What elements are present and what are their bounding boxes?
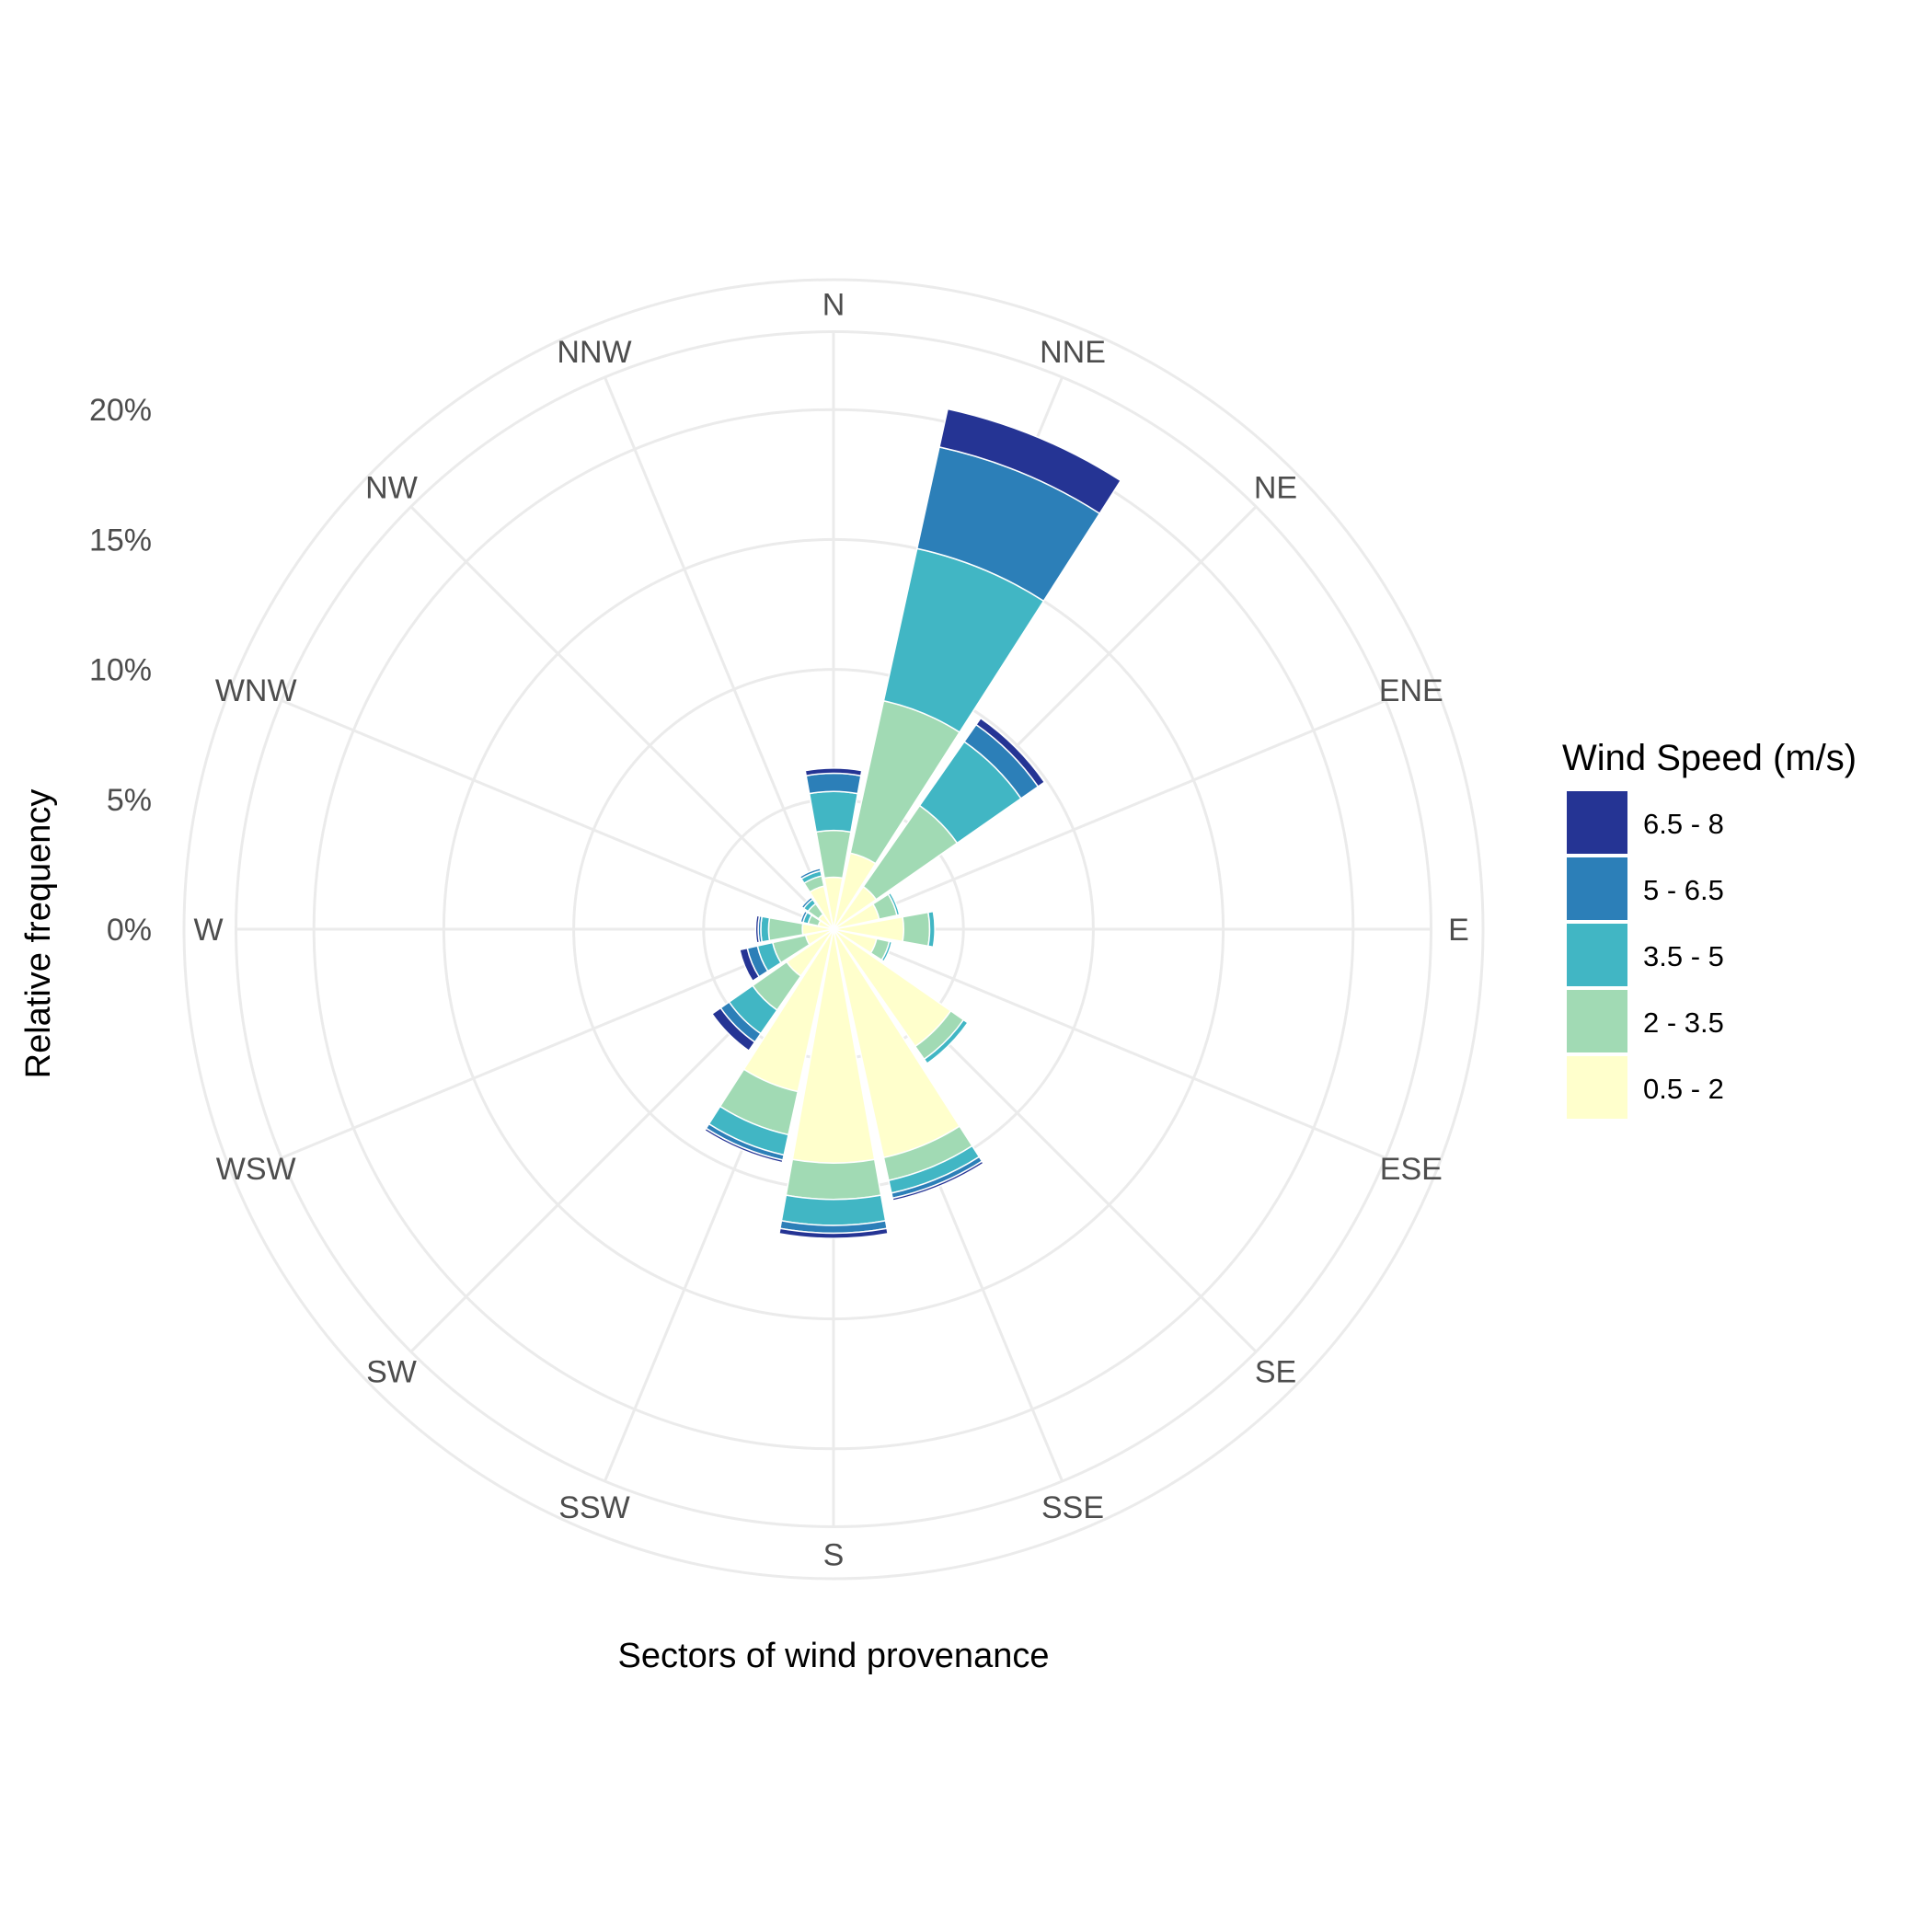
direction-label-nne: NNE <box>1040 335 1106 370</box>
bar-wsw-5 <box>739 947 761 983</box>
bar-s-2 <box>785 1158 882 1201</box>
direction-label-sw: SW <box>366 1355 417 1390</box>
bar-w-3 <box>760 915 771 943</box>
grid-spoke <box>281 927 834 1159</box>
bar-w-5 <box>754 914 761 944</box>
labels-layer: N NNE NE ENE E ESE SE SSE S SSW SW WSW W WNW NW NNW <box>193 288 1468 1573</box>
bar-nne-5 <box>938 408 1122 515</box>
legend-label-2: 5 - 6.5 <box>1643 874 1724 906</box>
y-tick-10: 10% <box>89 653 152 688</box>
legend-key-4 <box>1567 990 1627 1052</box>
legend-label-4: 2 - 3.5 <box>1643 1006 1724 1039</box>
legend-key-2 <box>1567 857 1627 920</box>
grid-spoke <box>604 376 835 930</box>
direction-label-e: E <box>1448 913 1469 948</box>
grid-circle <box>182 278 1485 1581</box>
grid-spoke <box>833 699 1386 931</box>
direction-label-nnw: NNW <box>557 335 631 370</box>
legend-key-3 <box>1567 924 1627 986</box>
grid-spoke <box>833 927 1386 1159</box>
legend-key-1 <box>1567 791 1627 854</box>
bar-ssw-5 <box>703 1127 784 1164</box>
bar-se-3 <box>923 1018 970 1065</box>
direction-label-se: SE <box>1255 1355 1296 1390</box>
legend-items: 6.5 - 8 5 - 6.5 3.5 - 5 2 - 3.5 0.5 - 2 <box>1567 791 1724 1119</box>
legend-label-5: 0.5 - 2 <box>1643 1073 1724 1105</box>
legend-label-3: 3.5 - 5 <box>1643 940 1724 972</box>
y-tick-labels: 0% 5% 10% 15% 20% <box>89 393 152 948</box>
direction-label-s: S <box>823 1538 845 1573</box>
direction-label-ssw: SSW <box>558 1490 629 1525</box>
bar-nnw-4 <box>799 867 822 880</box>
direction-label-w: W <box>193 913 223 948</box>
grid-spoke <box>281 699 834 931</box>
y-tick-0: 0% <box>107 913 152 948</box>
legend: Wind Speed (m/s) 6.5 - 8 5 - 6.5 3.5 - 5 2 … <box>1562 738 1857 1119</box>
y-tick-20: 20% <box>89 393 152 428</box>
bar-s-3 <box>780 1194 887 1226</box>
direction-label-nw: NW <box>365 471 418 506</box>
direction-label-ene: ENE <box>1379 673 1443 708</box>
bar-sw-5 <box>710 1006 756 1052</box>
bar-ne-5 <box>974 717 1046 788</box>
direction-label-wsw: WSW <box>216 1152 296 1187</box>
direction-label-ese: ESE <box>1380 1152 1443 1187</box>
bar-e-3 <box>926 910 936 949</box>
legend-title: Wind Speed (m/s) <box>1562 738 1857 778</box>
bar-ene-3 <box>887 891 901 916</box>
bars-layer <box>703 408 1122 1239</box>
legend-label-1: 6.5 - 8 <box>1643 808 1724 840</box>
legend-key-5 <box>1567 1056 1627 1119</box>
y-tick-5: 5% <box>107 783 152 818</box>
bar-ese-3 <box>880 940 893 963</box>
bar-s-5 <box>778 1227 889 1239</box>
bar-sse-5 <box>891 1160 984 1202</box>
bar-e-2 <box>902 911 931 948</box>
direction-label-n: N <box>822 288 845 323</box>
direction-label-ne: NE <box>1254 471 1297 506</box>
x-axis-title: Sectors of wind provenance <box>618 1637 1050 1675</box>
bar-nw-4 <box>800 896 814 910</box>
bar-n-5 <box>804 767 863 777</box>
y-axis-title: Relative frequency <box>19 789 58 1079</box>
y-tick-15: 15% <box>89 523 152 558</box>
bar-wnw-4 <box>799 910 809 924</box>
bar-n-4 <box>805 772 862 795</box>
grid-spoke <box>409 505 835 931</box>
direction-label-sse: SSE <box>1041 1490 1104 1525</box>
direction-label-wnw: WNW <box>215 673 297 708</box>
bar-n-3 <box>808 790 859 834</box>
